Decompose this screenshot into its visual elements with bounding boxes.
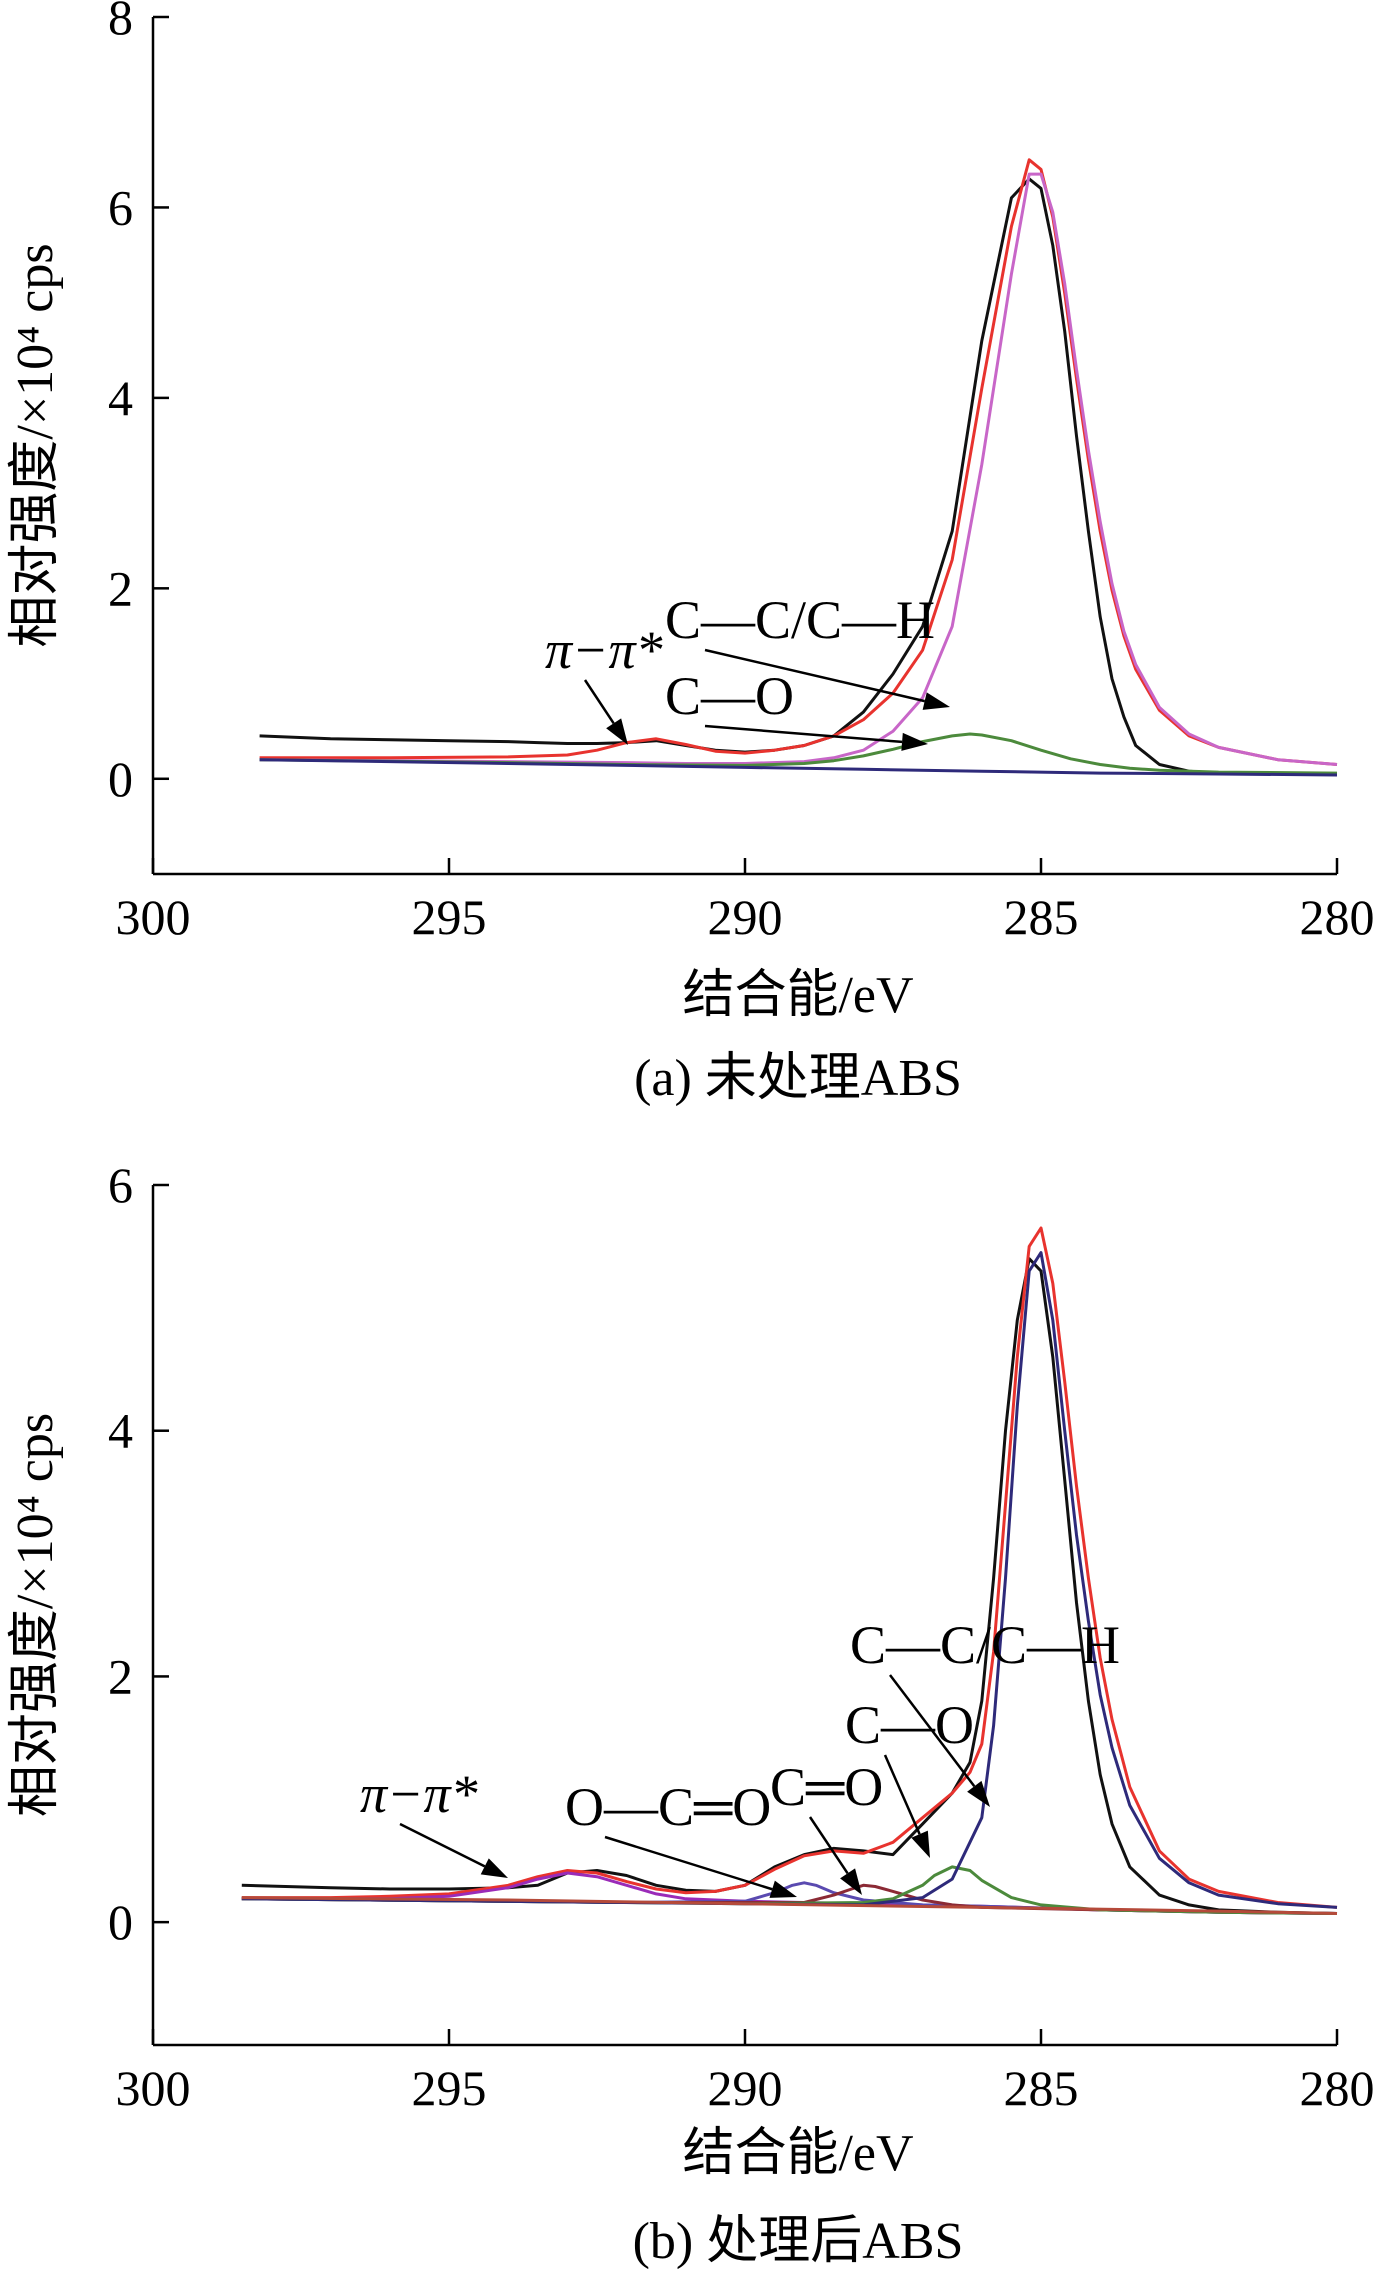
annotation-arrowhead (606, 718, 628, 745)
y-tick-label: 0 (108, 1894, 133, 1950)
annotation-label: C═O (770, 1757, 883, 1817)
panel-caption: (b) 处理后ABS (633, 2213, 964, 2270)
y-tick-label: 4 (108, 1403, 133, 1459)
series-line-2 (259, 172, 1338, 766)
annotation-arrowhead (840, 1868, 862, 1895)
chart-panel-a: 300 295 290 285 280 0 2 4 6 8 π−π* C—C/C—H C—O 结合能/eV… (7, 0, 1375, 1107)
series-line-1 (259, 158, 1338, 766)
y-axis-title: 相对强度/×10⁴ cps (7, 1413, 64, 1817)
y-tick-label: 6 (108, 179, 133, 235)
annotation-arrow (704, 648, 925, 703)
annotation-label: π−π* (360, 1764, 478, 1824)
y-tick-label: 4 (108, 370, 133, 426)
x-tick-label: 280 (1300, 889, 1375, 945)
annotation-label: C—C/C—H (665, 590, 935, 650)
y-tick-label: 0 (108, 751, 133, 807)
y-tick-label: 8 (108, 0, 133, 45)
annotation-arrow (583, 679, 615, 725)
annotation-arrow (808, 1816, 849, 1875)
annotation-label: π−π* (545, 620, 663, 680)
x-axis-title: 结合能/eV (682, 2125, 913, 2182)
panel-caption: (a) 未处理ABS (634, 1050, 962, 1107)
series-line-6 (241, 1251, 1338, 1909)
annotation-arrowhead (922, 692, 950, 710)
annotation-arrowhead (769, 1880, 797, 1898)
x-tick-label: 290 (708, 889, 783, 945)
series-line-3 (259, 732, 1338, 775)
annotation-arrow (889, 1674, 976, 1788)
x-tick-label: 300 (116, 889, 191, 945)
x-tick-label: 290 (708, 2060, 783, 2116)
y-axis-title: 相对强度/×10⁴ cps (7, 243, 64, 647)
annotation-arrowhead (901, 732, 928, 751)
annotation-label: C—O (845, 1695, 974, 1755)
annotation-arrow (704, 724, 903, 744)
x-tick-label: 295 (412, 2060, 487, 2116)
annotation-label: O—C═O (565, 1777, 771, 1837)
chart-panel-b: 300 295 290 285 280 0 2 4 6 π−π* O—C═OC═OC—O C—C/C—… (7, 1157, 1375, 2270)
x-tick-label: 295 (412, 889, 487, 945)
y-tick-label: 6 (108, 1157, 133, 1213)
series-line-7 (241, 1896, 1338, 1915)
annotation-arrowhead (480, 1858, 508, 1878)
annotation-arrow (399, 1822, 486, 1868)
x-tick-label: 285 (1004, 889, 1079, 945)
x-tick-label: 300 (116, 2060, 191, 2116)
y-tick-label: 2 (108, 560, 133, 616)
annotation-arrowhead (967, 1780, 990, 1807)
y-tick-label: 2 (108, 1648, 133, 1704)
series-line-1 (241, 1226, 1338, 1909)
annotation-label: C—O (665, 666, 794, 726)
annotation-arrowhead (911, 1830, 930, 1858)
x-axis-title: 结合能/eV (682, 967, 913, 1024)
series-line-4 (259, 758, 1338, 777)
series-line-0 (259, 177, 1337, 776)
x-tick-label: 280 (1300, 2060, 1375, 2116)
annotation-arrow (604, 1835, 773, 1891)
annotation-label: C—C/C—H (850, 1615, 1120, 1675)
x-tick-label: 285 (1004, 2060, 1079, 2116)
annotation-arrow (883, 1754, 921, 1835)
